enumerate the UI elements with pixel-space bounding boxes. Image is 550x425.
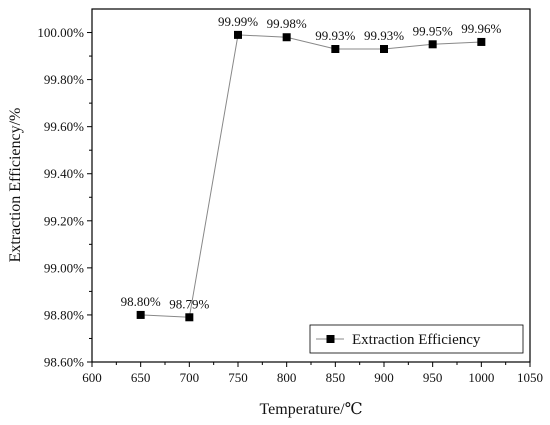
data-label: 99.96%: [461, 21, 501, 36]
data-point: [136, 310, 145, 319]
y-tick-label: 99.40%: [44, 166, 84, 181]
x-tick-label: 950: [423, 370, 443, 385]
series-layer: 98.80% 98.79% 99.99% 99.98% 99.93% 99.93% 99.9…: [121, 14, 502, 322]
data-point: [282, 33, 291, 42]
x-tick-label: 650: [131, 370, 151, 385]
legend-box: [309, 324, 524, 354]
y-axis: 98.60% 98.80% 99.00% 99.20% 99.40% 99.60% 99.8…: [37, 25, 92, 370]
data-point: [380, 45, 388, 54]
legend-label: Extraction Efficiency: [352, 332, 481, 348]
data-point: [331, 45, 340, 54]
x-tick-label: 850: [326, 370, 346, 385]
x-tick-label: 1000: [468, 370, 494, 385]
x-tick-label: 600: [82, 370, 102, 385]
data-label: 98.79%: [169, 296, 209, 311]
plot-frame: [91, 8, 531, 363]
y-tick-label: 98.60%: [44, 355, 84, 370]
data-label: 99.93%: [364, 28, 404, 43]
y-tick-label: 99.80%: [44, 72, 84, 87]
data-point: [234, 30, 242, 39]
legend: Extraction Efficiency: [309, 324, 524, 354]
y-tick-label: 99.20%: [44, 213, 84, 228]
data-point: [428, 40, 437, 49]
data-label: 99.99%: [218, 14, 258, 29]
data-label: 99.93%: [315, 28, 355, 43]
x-axis-title: Temperature/℃: [260, 401, 363, 418]
x-tick-label: 800: [277, 370, 297, 385]
x-tick-label: 700: [180, 370, 200, 385]
x-tick-label: 1050: [517, 370, 543, 385]
y-axis-title: Extraction Efficiency/%: [7, 108, 24, 263]
y-tick-label: 98.80%: [44, 307, 84, 322]
legend-marker: [326, 335, 335, 343]
data-label: 99.95%: [413, 23, 453, 38]
y-tick-label: 100.00%: [37, 25, 84, 40]
data-label: 99.98%: [267, 16, 307, 31]
series-line: [140, 34, 482, 318]
y-tick-label: 99.00%: [44, 260, 84, 275]
y-tick-label: 99.60%: [44, 119, 84, 134]
data-label: 98.80%: [121, 294, 161, 309]
x-tick-label: 900: [374, 370, 394, 385]
x-axis: 600 650 700 750 800 850 900 950 1000 1050: [82, 362, 543, 385]
data-point: [477, 37, 486, 46]
x-tick-label: 750: [228, 370, 248, 385]
data-point: [185, 313, 194, 322]
